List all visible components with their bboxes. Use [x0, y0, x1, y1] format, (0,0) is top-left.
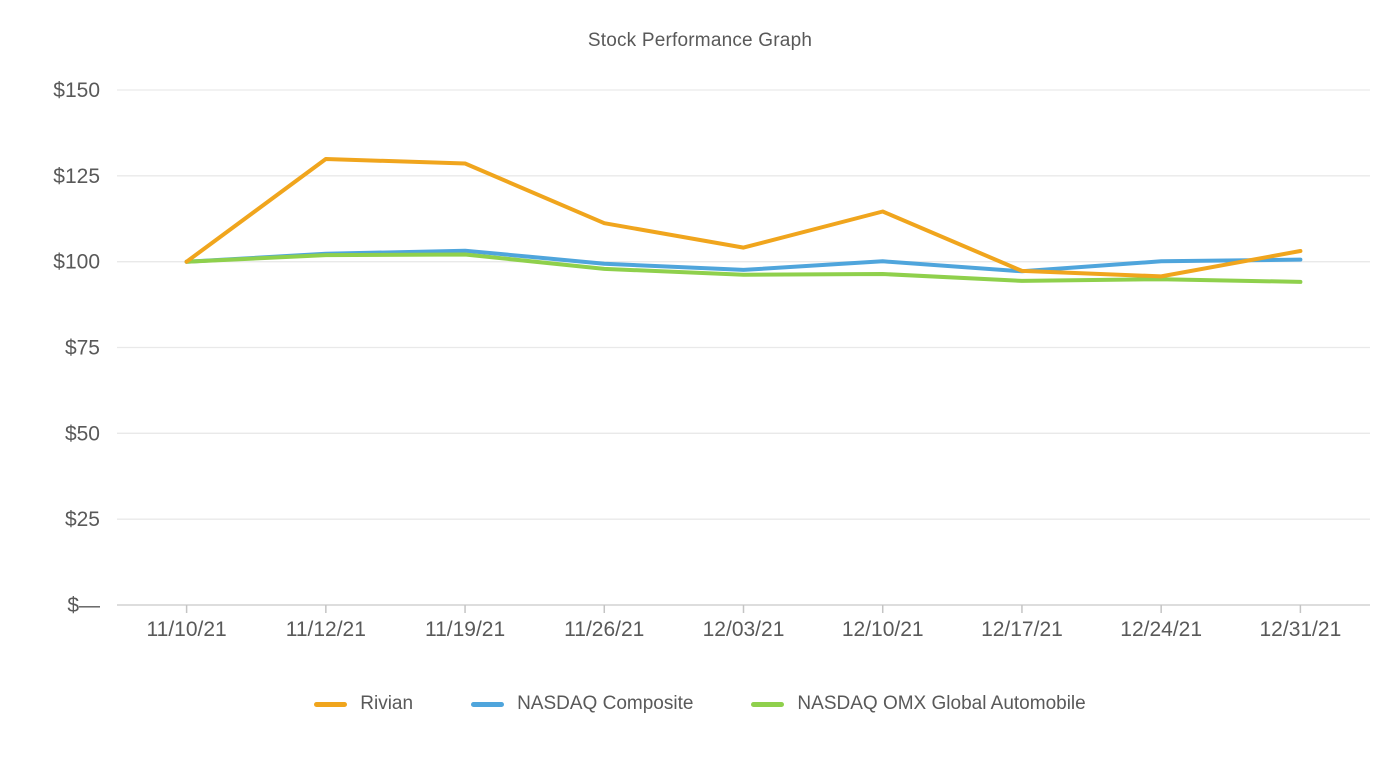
x-axis-label: 12/03/21: [703, 618, 785, 641]
nasdaq-omx-line-swatch-icon: [751, 701, 785, 707]
y-axis-label: $75: [65, 337, 100, 360]
legend-label-nasdaq-composite: NASDAQ Composite: [517, 693, 694, 714]
legend-label-rivian: Rivian: [360, 693, 414, 714]
x-axis-label: 12/24/21: [1120, 618, 1202, 641]
y-axis-label: $25: [65, 508, 100, 531]
series-line-nasdaq-composite: [184, 248, 1303, 274]
y-axis-label: $150: [53, 79, 100, 102]
x-axis-label: 11/12/21: [286, 618, 366, 641]
legend-item-rivian: Rivian: [314, 693, 413, 715]
y-axis-label: $50: [65, 422, 100, 445]
x-axis-label: 11/10/21: [147, 618, 227, 641]
x-axis-label: 11/19/21: [425, 618, 505, 641]
y-axis-label: $—: [67, 594, 100, 617]
nasdaq-composite-line-swatch-icon: [471, 701, 505, 707]
x-axis-label: 12/17/21: [981, 618, 1063, 641]
legend-item-nasdaq-composite: NASDAQ Composite: [471, 693, 693, 715]
rivian-line-swatch-icon: [314, 701, 348, 707]
x-axis-label: 11/26/21: [564, 618, 644, 641]
series-line-rivian: [184, 157, 1303, 279]
chart-legend: Rivian NASDAQ Composite NASDAQ OMX Globa…: [0, 693, 1400, 715]
series-line-nasdaq-omx-global-automobile: [184, 252, 1303, 284]
x-axis-label: 12/31/21: [1260, 618, 1342, 641]
y-axis-label: $100: [53, 251, 100, 274]
legend-label-nasdaq-omx: NASDAQ OMX Global Automobile: [797, 693, 1086, 714]
x-axis-label: 12/10/21: [842, 618, 924, 641]
y-axis-label: $125: [53, 165, 100, 188]
legend-item-nasdaq-omx: NASDAQ OMX Global Automobile: [751, 693, 1086, 715]
plot-area: $150 $125 $100 $75 $50 $25 $— 11/10/21 11/12/21 1…: [53, 79, 1370, 641]
chart-title: Stock Performance Graph: [587, 30, 813, 51]
